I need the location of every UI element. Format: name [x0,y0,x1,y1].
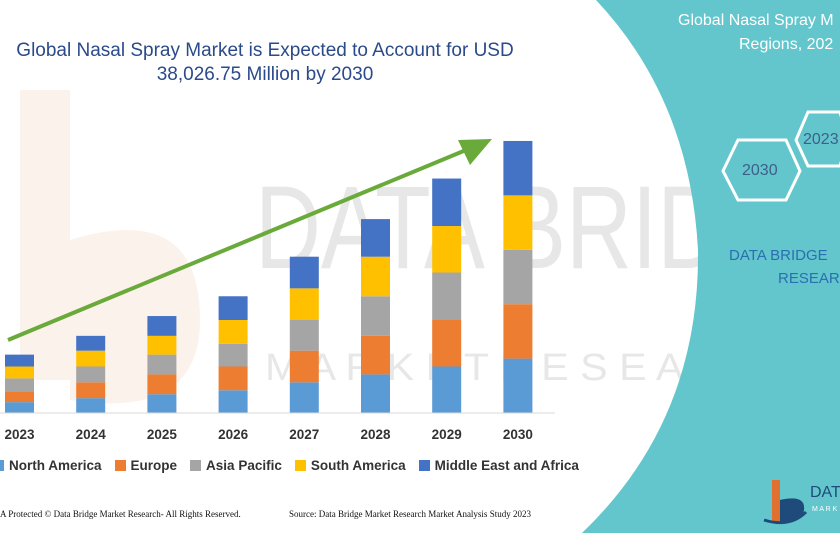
bar-segment-2023-europe [5,391,34,403]
legend-swatch [294,459,306,471]
copyright-text: A Protected © Data Bridge Market Researc… [0,509,241,519]
logo-subtext: M A R K [812,506,838,513]
brand-logo-icon [763,480,808,525]
x-tick-label: 2024 [76,427,107,442]
hexagon-2023 [794,110,840,168]
chart-title-line1: Global Nasal Spray Market is Expected to… [16,40,514,61]
legend-swatch [190,459,202,471]
hexagon-2023-label: 2023 [803,131,839,148]
legend-swatch [0,459,4,471]
bar-segment-2028-middle-east-and-africa [361,219,390,257]
legend-item: Asia Pacific [190,458,282,473]
bar-segment-2025-asia-pacific [147,354,177,375]
bar-segment-2028-south-america [361,256,390,297]
bar-segment-2024-europe [76,382,106,399]
bar-segment-2028-europe [361,335,390,375]
bar-segment-2026-middle-east-and-africa [218,296,248,321]
bar-segment-2025-europe [147,374,177,395]
legend-label: Asia Pacific [206,457,282,473]
trend-arrow [7,139,492,342]
bar-segment-2024-asia-pacific [76,366,106,383]
bar-segment-2028-north-america [361,374,390,413]
bar-segment-2030-middle-east-and-africa [503,140,533,196]
bar-segment-2029-asia-pacific [432,272,462,321]
bar-segment-2023-north-america [5,402,34,413]
bar-segment-2027-asia-pacific [289,320,319,351]
bar-segment-2026-europe [218,366,248,391]
stacked-bar-chart: 2023 2024 2025 2026 2027 2028 2029 2030 [0,139,555,442]
legend-item: South America [294,457,406,473]
hexagon-2030 [721,138,802,202]
bar-segment-2025-north-america [147,394,177,413]
bar-segment-2030-asia-pacific [503,249,533,305]
legend-swatch [418,459,430,471]
bar-segment-2030-north-america [503,358,533,413]
legend-label: Europe [130,457,178,473]
hexagon-2030-label: 2030 [742,162,778,179]
bar-segment-2027-europe [289,350,319,383]
bar-segment-2030-europe [503,304,533,359]
bar-segment-2023-asia-pacific [5,378,34,392]
bar-segment-2029-middle-east-and-africa [432,178,462,227]
x-tick-label: 2028 [360,427,391,442]
x-tick-label: 2026 [218,427,249,442]
bar-segment-2026-north-america [218,390,248,413]
legend-item: North America [0,458,102,473]
bar-segment-2027-middle-east-and-africa [289,256,319,289]
panel-brand-line1: DATA BRIDGE [729,247,828,264]
legend-label: North America [9,457,102,473]
chart-title-line2: 38,026.75 Million by 2030 [156,64,374,85]
bar-segment-2025-south-america [147,335,177,355]
chart-legend: North America Europe Asia Pacific South Ame… [0,456,592,474]
right-panel [582,0,840,533]
panel-title-line2: Regions, 202 [739,36,834,53]
bar-segment-2026-south-america [218,320,248,344]
bar-segment-2029-north-america [432,366,462,413]
legend-swatch [114,459,126,471]
bar-segment-2024-south-america [76,350,106,367]
bar-segment-2029-south-america [432,226,462,273]
source-text: Source: Data Bridge Market Research Mark… [289,509,531,519]
legend-item: Europe [114,457,178,473]
bar-segment-2023-south-america [5,366,34,379]
legend-label: Middle East and Africa [434,457,579,473]
bar-segment-2025-middle-east-and-africa [147,316,177,336]
bar-segment-2027-north-america [289,382,319,413]
bar-segment-2026-asia-pacific [218,343,248,367]
x-tick-label: 2030 [503,427,533,442]
panel-brand-line2: RESEAR [778,270,840,287]
bar-segment-2030-south-america [503,195,533,250]
logo-text: DAT [810,484,840,501]
legend-item: Middle East and Africa [418,457,579,473]
x-tick-label: 2027 [289,427,319,442]
bar-segment-2024-north-america [76,398,106,413]
panel-title-line1: Global Nasal Spray M [678,12,834,29]
bar-segment-2028-asia-pacific [361,296,390,336]
x-tick-label: 2025 [147,427,178,442]
bar-segment-2024-middle-east-and-africa [76,335,106,351]
x-tick-label: 2029 [432,427,462,442]
bar-segment-2023-middle-east-and-africa [5,354,34,367]
x-tick-label: 2023 [4,427,35,442]
bar-segment-2029-europe [432,320,462,367]
bar-segment-2027-south-america [289,288,319,321]
legend-label: South America [310,457,406,473]
